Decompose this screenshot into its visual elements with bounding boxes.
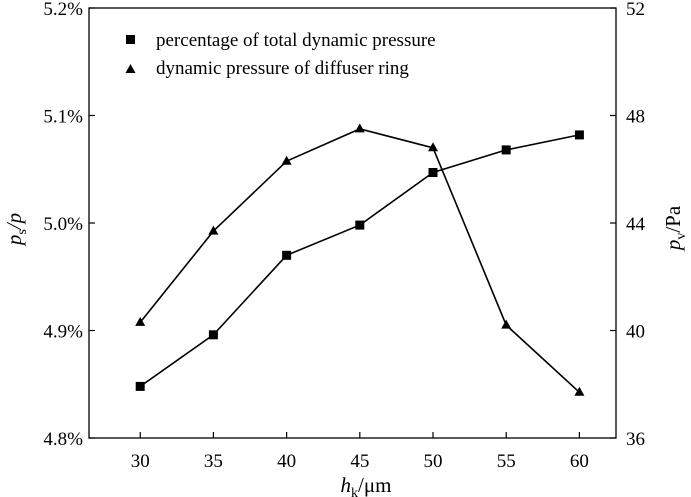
series-layer [135,123,585,396]
series-line-0 [139,134,580,388]
x-title-sub: k [351,486,358,497]
x-axis-title: hk/μm [341,473,392,497]
legend-marker-square [126,35,135,44]
y-left-title-sub: s [15,229,30,234]
legend-label-percentage: percentage of total dynamic pressure [156,30,436,51]
data-point-square [355,220,365,230]
x-tick-label: 30 [131,451,150,472]
x-tick-label: 40 [277,451,296,472]
y-right-title-rest: /Pa [661,205,685,233]
y-right-axis-title: pv/Pa [661,205,689,252]
legend: percentage of total dynamic pressure dyn… [125,30,436,79]
data-point-square [282,250,292,260]
x-tick-label: 55 [497,451,516,472]
y-left-tick-label: 4.8% [43,429,83,450]
y-left-tick-label: 5.2% [43,0,83,20]
legend-label-diffuser: dynamic pressure of diffuser ring [156,58,409,79]
y-left-tick-label: 5.1% [43,107,83,128]
x-tick-label: 45 [350,451,369,472]
x-tick-label: 35 [204,451,223,472]
data-point-triangle [135,316,146,326]
data-point-square [501,145,511,155]
y-right-tick-label: 48 [626,107,645,128]
y-right-tick-label: 36 [626,429,645,450]
y-right-tick-label: 52 [626,0,645,20]
series-line-1 [139,128,580,393]
data-point-triangle [501,319,512,329]
data-point-square [208,330,218,340]
data-point-triangle [208,225,219,235]
y-right-tick-label: 40 [626,322,645,343]
x-title-main: h [341,473,352,497]
x-tick-label: 50 [424,451,443,472]
y-left-tick-label: 5.0% [43,214,83,235]
data-point-square [428,168,438,177]
ticks-layer: 30 35 40 45 50 55 60 4.8% 4.9% 5.0% 5.1% 5.2% 36 40 44… [43,0,645,472]
legend-marker-triangle [125,64,136,73]
data-point-triangle [574,386,585,396]
x-title-unit: /μm [358,473,391,497]
y-left-title-main: p [2,235,26,248]
y-right-tick-label: 44 [626,214,646,235]
y-right-title-main: p [661,240,685,253]
data-point-square [574,130,584,140]
data-point-square [135,381,145,391]
data-point-triangle [428,142,438,152]
y-right-title-sub: v [674,233,689,240]
y-left-axis-title: ps/p [2,213,30,247]
y-left-title-rest: /p [2,213,26,230]
data-point-triangle [354,123,365,133]
y-left-tick-label: 4.9% [43,322,83,343]
data-point-triangle [281,155,292,165]
x-tick-label: 60 [570,451,589,472]
